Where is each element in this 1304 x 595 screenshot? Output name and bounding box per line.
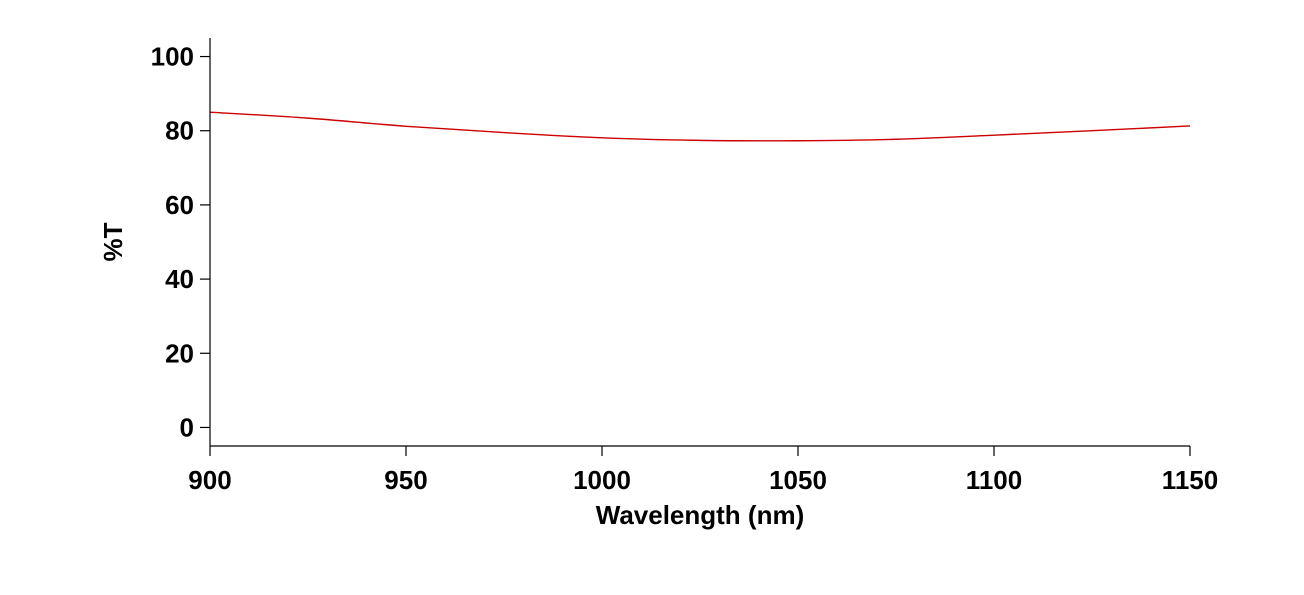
- y-tick-label: 0: [180, 412, 194, 442]
- y-tick-label: 40: [165, 264, 194, 294]
- series-line: [209, 111, 1191, 142]
- x-axis: 900 950 1000 1050 1100 1150: [188, 445, 1218, 495]
- y-tick-label: 80: [165, 116, 194, 146]
- x-tick-label: 950: [384, 465, 427, 495]
- x-tick-label: 1100: [966, 465, 1022, 495]
- y-axis-title: %T: [98, 222, 128, 261]
- plot-area: [209, 111, 1191, 142]
- x-tick-label: 1150: [1162, 465, 1218, 495]
- y-tick-label: 20: [165, 338, 194, 368]
- y-axis: 0 20 40 60 80 100: [151, 38, 211, 446]
- y-tick-label: 60: [165, 190, 194, 220]
- y-tick-label: 100: [151, 42, 194, 72]
- x-axis-title: Wavelength (nm): [596, 500, 804, 530]
- x-tick-label: 900: [188, 465, 231, 495]
- x-tick-label: 1000: [573, 465, 631, 495]
- x-tick-label: 1050: [769, 465, 827, 495]
